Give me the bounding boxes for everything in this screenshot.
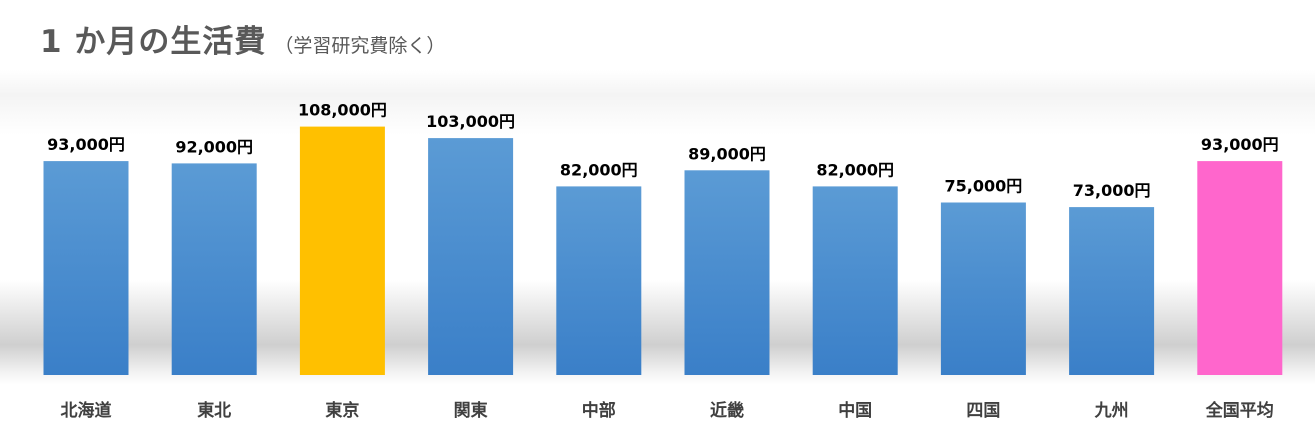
chart-subtitle: （学習研究費除く） [274,35,446,57]
value-label-4: 103,000円 [426,112,515,131]
chart-title-main: 1 か月の生活費 [40,24,267,60]
bar-3 [299,126,385,375]
category-label-5: 中部 [582,400,616,421]
value-label-2: 92,000円 [175,137,253,156]
category-label-7: 中国 [838,400,872,421]
bar-6 [684,170,770,375]
category-labels-layer: 北海道 東北 東京 関東 中部 近畿 中国 四国 九州 全国平均 [61,400,1274,421]
bar-1 [43,161,129,375]
category-label-2: 東北 [197,400,231,421]
value-label-9: 73,000円 [1073,181,1151,200]
bar-7 [812,186,898,375]
value-label-7: 82,000円 [816,160,894,179]
category-label-3: 東京 [325,400,359,421]
value-label-3: 108,000円 [298,101,387,120]
category-label-1: 北海道 [61,400,112,421]
chart-title: 1 か月の生活費 （学習研究費除く） [40,16,445,61]
value-label-10: 93,000円 [1201,135,1279,154]
category-label-6: 近畿 [710,400,744,421]
bar-9 [1069,207,1155,375]
category-label-10: 全国平均 [1205,400,1274,421]
value-labels-layer: 93,000円 92,000円 108,000円 103,000円 82,000円 89,… [47,101,1279,201]
value-label-5: 82,000円 [560,160,638,179]
bar-10 [1197,161,1283,375]
category-label-9: 九州 [1094,401,1129,421]
bar-5 [556,186,642,375]
bar-2 [171,163,257,375]
category-label-8: 四国 [966,401,1000,421]
bar-8 [940,202,1026,375]
value-label-8: 75,000円 [945,177,1023,196]
category-label-4: 関東 [454,400,488,421]
bars-layer [43,126,1283,375]
bar-4 [428,138,514,375]
value-label-1: 93,000円 [47,135,125,154]
value-label-6: 89,000円 [688,144,766,163]
